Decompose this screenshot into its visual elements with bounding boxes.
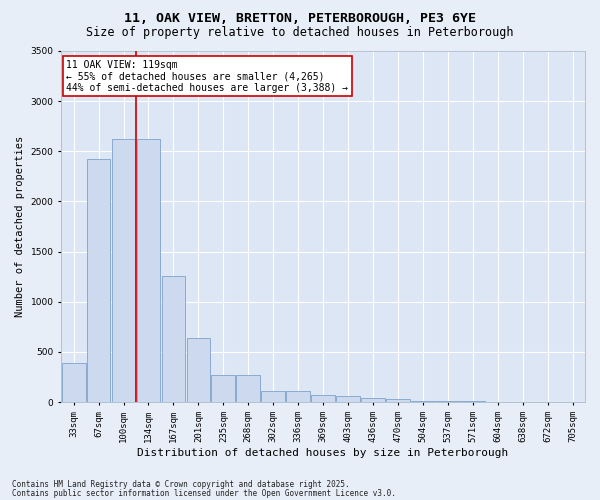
Text: Contains HM Land Registry data © Crown copyright and database right 2025.: Contains HM Land Registry data © Crown c… <box>12 480 350 489</box>
Text: 11 OAK VIEW: 119sqm
← 55% of detached houses are smaller (4,265)
44% of semi-det: 11 OAK VIEW: 119sqm ← 55% of detached ho… <box>67 60 349 93</box>
Bar <box>137 140 160 402</box>
Text: Size of property relative to detached houses in Peterborough: Size of property relative to detached ho… <box>86 26 514 39</box>
Bar <box>386 399 410 402</box>
Bar <box>112 140 136 402</box>
Bar <box>311 394 335 402</box>
Bar <box>87 160 110 402</box>
Y-axis label: Number of detached properties: Number of detached properties <box>15 136 25 317</box>
Bar <box>236 375 260 402</box>
Bar <box>211 375 235 402</box>
Bar <box>436 401 460 402</box>
Bar <box>187 338 210 402</box>
Bar <box>336 396 360 402</box>
Text: Contains public sector information licensed under the Open Government Licence v3: Contains public sector information licen… <box>12 488 396 498</box>
Bar <box>411 400 435 402</box>
Bar <box>262 391 285 402</box>
Bar <box>62 363 86 402</box>
Bar <box>286 391 310 402</box>
Bar <box>161 276 185 402</box>
Text: 11, OAK VIEW, BRETTON, PETERBOROUGH, PE3 6YE: 11, OAK VIEW, BRETTON, PETERBOROUGH, PE3… <box>124 12 476 26</box>
X-axis label: Distribution of detached houses by size in Peterborough: Distribution of detached houses by size … <box>137 448 509 458</box>
Bar <box>361 398 385 402</box>
